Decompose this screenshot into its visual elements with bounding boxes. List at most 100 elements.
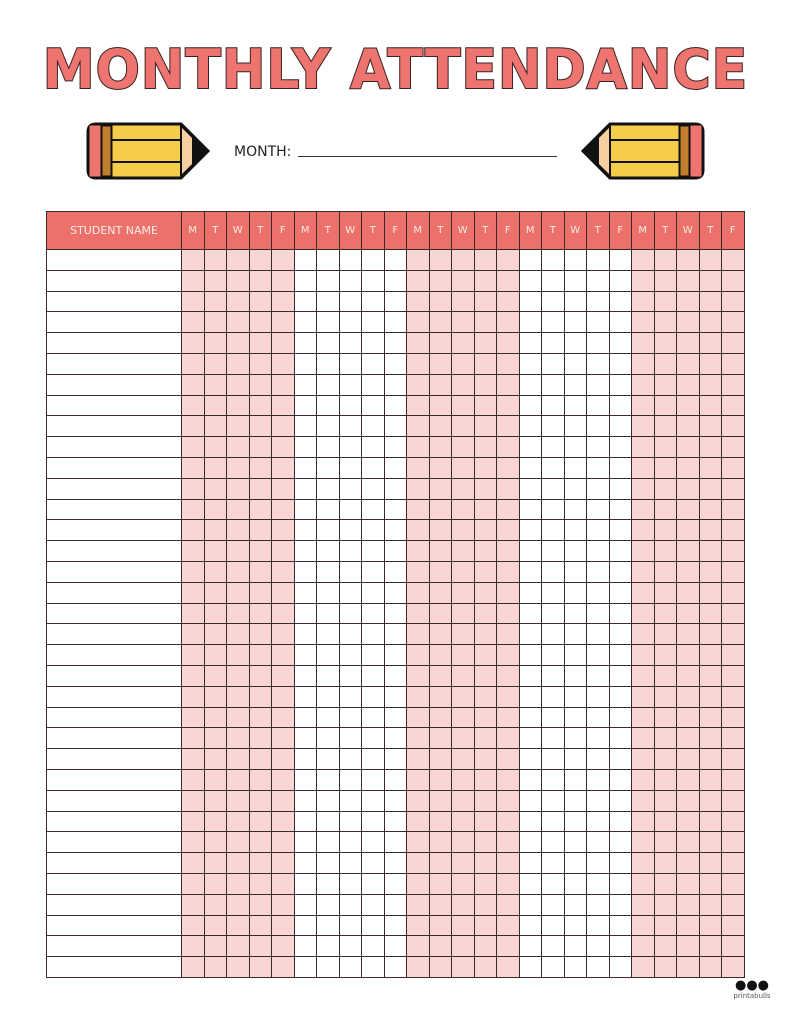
attendance-cell[interactable]	[226, 914, 250, 937]
attendance-cell[interactable]	[451, 644, 475, 666]
attendance-cell[interactable]	[383, 956, 407, 978]
attendance-cell[interactable]	[631, 373, 655, 396]
attendance-cell[interactable]	[653, 810, 677, 833]
attendance-cell[interactable]	[406, 602, 430, 625]
attendance-cell[interactable]	[563, 311, 587, 334]
attendance-cell[interactable]	[316, 394, 340, 417]
attendance-cell[interactable]	[631, 269, 655, 292]
attendance-cell[interactable]	[248, 914, 272, 937]
attendance-cell[interactable]	[496, 498, 520, 521]
attendance-cell[interactable]	[406, 456, 430, 479]
attendance-cell[interactable]	[653, 623, 677, 646]
attendance-cell[interactable]	[563, 352, 587, 375]
attendance-cell[interactable]	[518, 956, 542, 978]
attendance-cell[interactable]	[203, 623, 227, 646]
attendance-cell[interactable]	[698, 831, 722, 854]
attendance-cell[interactable]	[541, 768, 565, 791]
attendance-cell[interactable]	[541, 269, 565, 292]
attendance-cell[interactable]	[586, 352, 610, 375]
attendance-cell[interactable]	[406, 935, 430, 958]
attendance-cell[interactable]	[293, 290, 317, 313]
attendance-cell[interactable]	[608, 831, 632, 854]
attendance-cell[interactable]	[676, 956, 700, 978]
attendance-cell[interactable]	[361, 831, 385, 854]
attendance-cell[interactable]	[293, 581, 317, 604]
attendance-cell[interactable]	[586, 415, 610, 438]
attendance-cell[interactable]	[203, 332, 227, 354]
attendance-cell[interactable]	[338, 602, 362, 625]
attendance-cell[interactable]	[271, 560, 295, 583]
attendance-cell[interactable]	[203, 768, 227, 791]
attendance-cell[interactable]	[518, 914, 542, 937]
attendance-cell[interactable]	[608, 498, 632, 521]
attendance-cell[interactable]	[563, 436, 587, 458]
attendance-cell[interactable]	[608, 560, 632, 583]
attendance-cell[interactable]	[428, 768, 452, 791]
attendance-cell[interactable]	[586, 269, 610, 292]
attendance-cell[interactable]	[518, 768, 542, 791]
attendance-cell[interactable]	[541, 748, 565, 770]
attendance-cell[interactable]	[406, 831, 430, 854]
attendance-cell[interactable]	[428, 872, 452, 895]
attendance-cell[interactable]	[428, 269, 452, 292]
attendance-cell[interactable]	[698, 456, 722, 479]
attendance-cell[interactable]	[248, 415, 272, 438]
attendance-cell[interactable]	[698, 644, 722, 666]
attendance-cell[interactable]	[248, 436, 272, 458]
attendance-cell[interactable]	[541, 498, 565, 521]
attendance-cell[interactable]	[518, 436, 542, 458]
attendance-cell[interactable]	[698, 352, 722, 375]
attendance-cell[interactable]	[496, 269, 520, 292]
attendance-cell[interactable]	[631, 727, 655, 750]
attendance-cell[interactable]	[338, 540, 362, 562]
attendance-cell[interactable]	[181, 852, 205, 874]
attendance-cell[interactable]	[293, 623, 317, 646]
attendance-cell[interactable]	[406, 706, 430, 729]
attendance-cell[interactable]	[226, 456, 250, 479]
attendance-cell[interactable]	[631, 249, 655, 271]
attendance-cell[interactable]	[428, 519, 452, 542]
attendance-cell[interactable]	[721, 519, 745, 542]
attendance-cell[interactable]	[698, 748, 722, 770]
attendance-cell[interactable]	[653, 893, 677, 916]
attendance-cell[interactable]	[608, 706, 632, 729]
student-name-cell[interactable]	[46, 456, 182, 479]
attendance-cell[interactable]	[518, 456, 542, 479]
attendance-cell[interactable]	[653, 685, 677, 708]
attendance-cell[interactable]	[676, 477, 700, 500]
attendance-cell[interactable]	[248, 644, 272, 666]
attendance-cell[interactable]	[586, 685, 610, 708]
attendance-cell[interactable]	[473, 685, 497, 708]
attendance-cell[interactable]	[451, 602, 475, 625]
attendance-cell[interactable]	[181, 249, 205, 271]
attendance-cell[interactable]	[563, 623, 587, 646]
attendance-cell[interactable]	[676, 852, 700, 874]
attendance-cell[interactable]	[338, 352, 362, 375]
attendance-cell[interactable]	[203, 602, 227, 625]
attendance-cell[interactable]	[226, 415, 250, 438]
attendance-cell[interactable]	[361, 560, 385, 583]
attendance-cell[interactable]	[698, 332, 722, 354]
attendance-cell[interactable]	[293, 644, 317, 666]
attendance-cell[interactable]	[563, 706, 587, 729]
attendance-cell[interactable]	[248, 872, 272, 895]
attendance-cell[interactable]	[338, 644, 362, 666]
attendance-cell[interactable]	[451, 789, 475, 812]
attendance-cell[interactable]	[676, 768, 700, 791]
attendance-cell[interactable]	[248, 394, 272, 417]
attendance-cell[interactable]	[451, 373, 475, 396]
attendance-cell[interactable]	[563, 935, 587, 958]
attendance-cell[interactable]	[496, 623, 520, 646]
attendance-cell[interactable]	[293, 498, 317, 521]
attendance-cell[interactable]	[406, 644, 430, 666]
attendance-cell[interactable]	[608, 456, 632, 479]
attendance-cell[interactable]	[248, 332, 272, 354]
attendance-cell[interactable]	[361, 352, 385, 375]
student-name-cell[interactable]	[46, 768, 182, 791]
attendance-cell[interactable]	[226, 373, 250, 396]
attendance-cell[interactable]	[226, 956, 250, 978]
attendance-cell[interactable]	[271, 311, 295, 334]
attendance-cell[interactable]	[608, 914, 632, 937]
attendance-cell[interactable]	[361, 768, 385, 791]
attendance-cell[interactable]	[203, 352, 227, 375]
